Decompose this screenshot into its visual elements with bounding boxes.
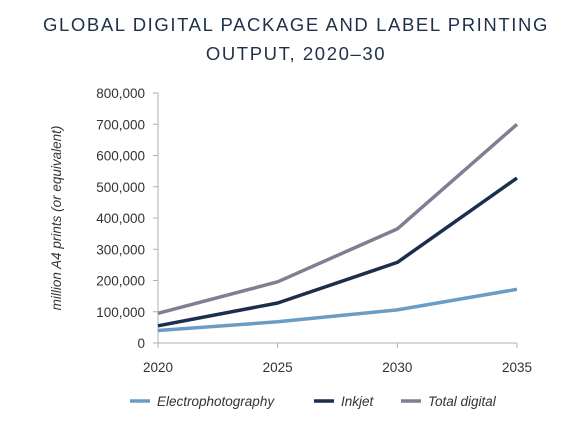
x-tick-label: 2025	[263, 360, 293, 375]
y-tick-label: 800,000	[96, 86, 145, 101]
x-tick-label: 2020	[143, 360, 173, 375]
chart-title-line-2: OUTPUT, 2020–30	[206, 43, 386, 64]
x-axis-ticks: 2020 2025 2030 2035	[143, 343, 532, 375]
legend-label-electrophotography: Electrophotography	[157, 394, 275, 409]
x-tick-label: 2035	[502, 360, 532, 375]
y-tick-label: 300,000	[96, 242, 145, 257]
y-tick-label: 100,000	[96, 305, 145, 320]
y-tick-label: 500,000	[96, 180, 145, 195]
y-tick-label: 0	[137, 336, 145, 351]
legend-label-total-digital: Total digital	[428, 394, 497, 409]
y-axis-ticks: 0 100,000 200,000 300,000 400,000 500,000 600,…	[96, 86, 158, 351]
y-tick-label: 600,000	[96, 149, 145, 164]
x-tick-label: 2030	[382, 360, 412, 375]
series-lines	[157, 122, 519, 333]
y-tick-label: 400,000	[96, 211, 145, 226]
series-line-electrophotography	[157, 287, 518, 333]
series-line-inkjet	[157, 176, 519, 328]
series-line-total-digital	[157, 122, 519, 315]
legend: Electrophotography Inkjet Total digital	[130, 394, 497, 409]
y-tick-label: 700,000	[96, 117, 145, 132]
y-tick-label: 200,000	[96, 274, 145, 289]
y-axis-label: million A4 prints (or equivalent)	[49, 126, 64, 311]
legend-label-inkjet: Inkjet	[341, 394, 375, 409]
chart-title-line-1: GLOBAL DIGITAL PACKAGE AND LABEL PRINTIN…	[43, 14, 549, 35]
